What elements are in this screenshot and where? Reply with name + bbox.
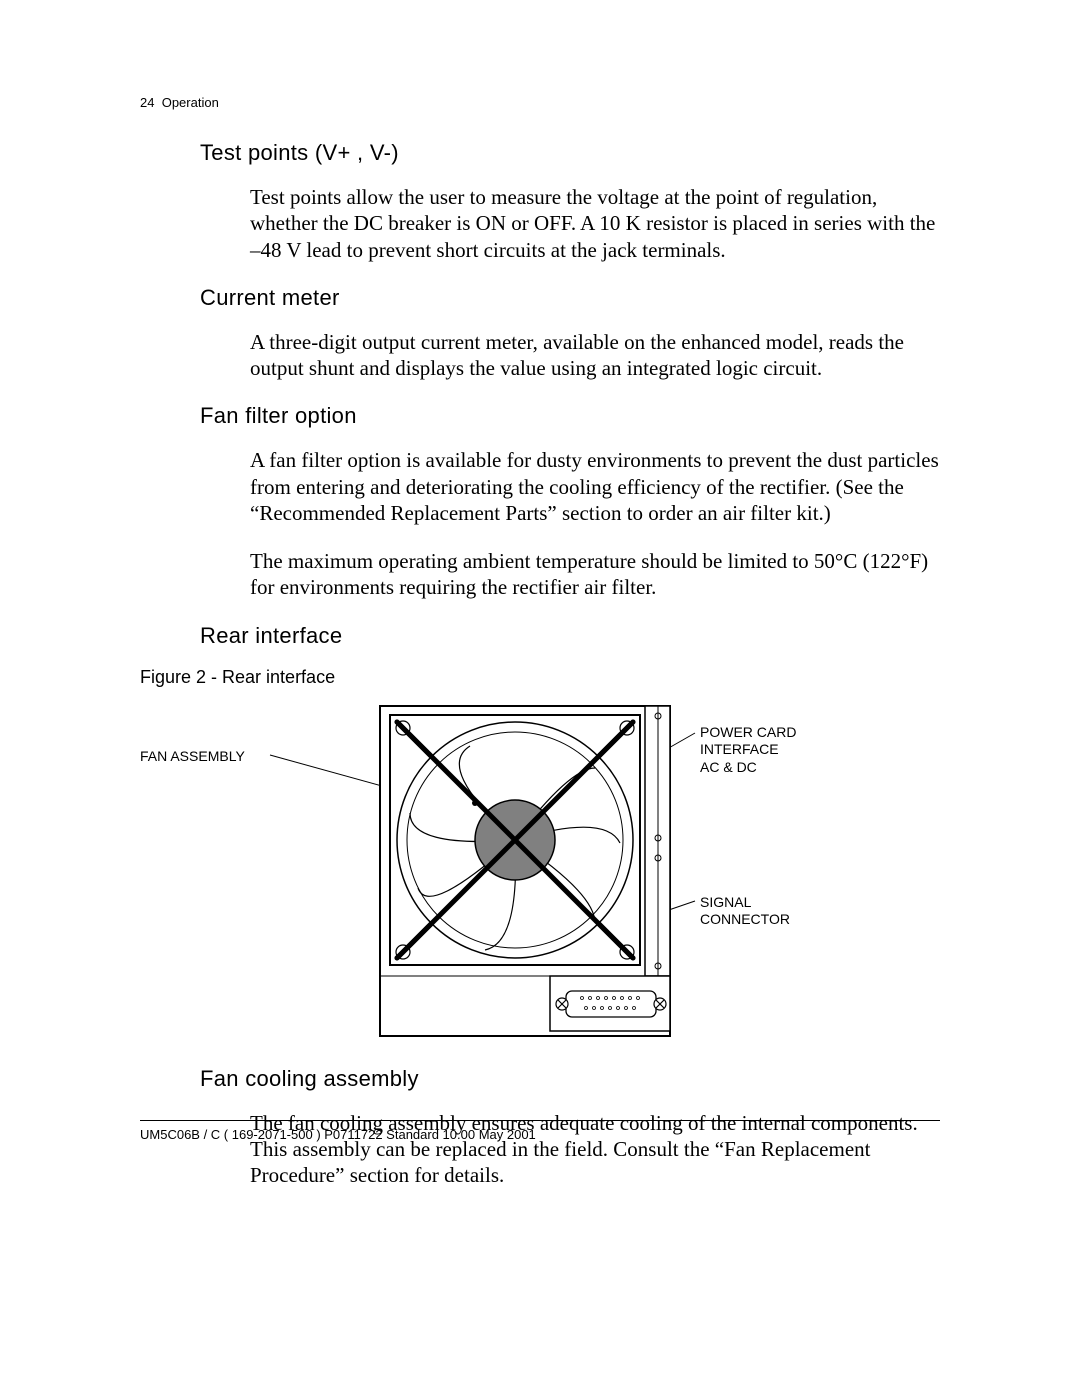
diagram-rear-interface: FAN ASSEMBLY POWER CARD INTERFACE AC & D…: [200, 698, 820, 1058]
callout-signal-connector: SIGNAL CONNECTOR: [700, 894, 840, 929]
para-current-meter: A three-digit output current meter, avai…: [250, 329, 940, 382]
page-body: 24 Operation Test points (V+ , V-) Test …: [140, 95, 940, 1210]
heading-test-points: Test points (V+ , V-): [200, 140, 940, 166]
para-test-points: Test points allow the user to measure th…: [250, 184, 940, 263]
callout-power-card: POWER CARD INTERFACE AC & DC: [700, 724, 840, 777]
para-fan-filter-2: The maximum operating ambient temperatur…: [250, 548, 940, 601]
para-fan-filter-1: A fan filter option is available for dus…: [250, 447, 940, 526]
callout-fan-assembly: FAN ASSEMBLY: [140, 748, 270, 766]
heading-fan-cooling: Fan cooling assembly: [200, 1066, 940, 1092]
heading-rear-interface: Rear interface: [200, 623, 940, 649]
page-footer: UM5C06B / C ( 169-2071-500 ) P0711722 St…: [140, 1120, 940, 1142]
figure-rear-interface: Figure 2 - Rear interface FAN ASSEMBLY P…: [140, 667, 940, 1058]
heading-current-meter: Current meter: [200, 285, 940, 311]
figure-caption: Figure 2 - Rear interface: [140, 667, 940, 688]
page-number: 24: [140, 95, 154, 110]
heading-fan-filter: Fan filter option: [200, 403, 940, 429]
page-header: 24 Operation: [140, 95, 940, 110]
footer-rule: [140, 1120, 940, 1121]
page-section: Operation: [162, 95, 219, 110]
footer-text: UM5C06B / C ( 169-2071-500 ) P0711722 St…: [140, 1127, 940, 1142]
